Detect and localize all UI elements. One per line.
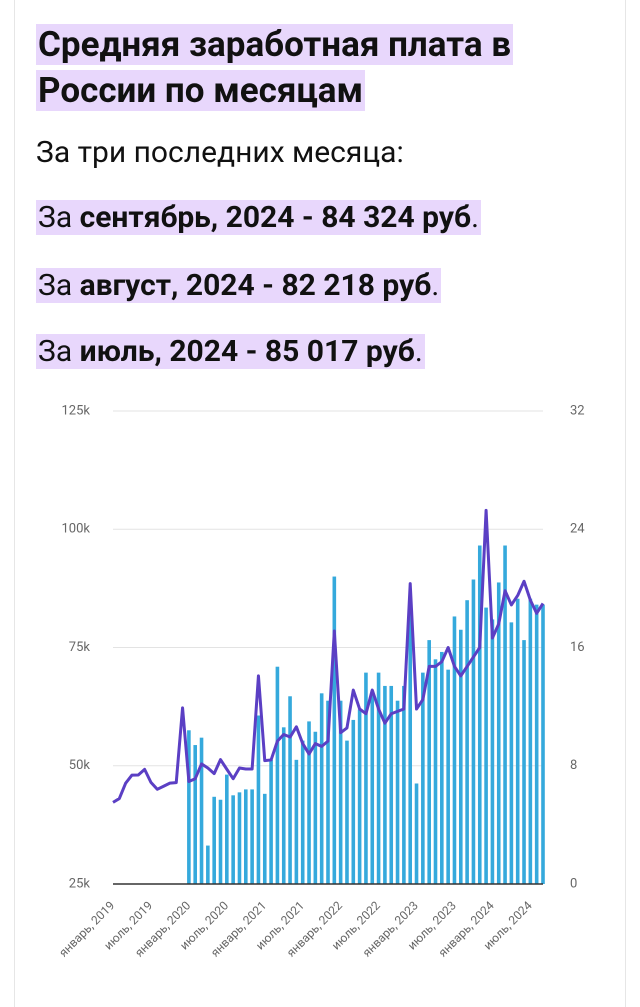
bar: [332, 576, 337, 884]
y2-tick-label: 0: [570, 876, 577, 891]
value: сентябрь, 2024 - 84 324 руб: [79, 200, 472, 235]
bar: [225, 774, 229, 884]
bar: [427, 640, 431, 884]
value: август, 2024 - 82 218 руб: [79, 268, 432, 303]
bar: [484, 607, 488, 884]
bar: [206, 845, 210, 884]
bar: [275, 666, 280, 884]
bar: [515, 598, 520, 884]
bar: [541, 604, 545, 884]
y-tick-label: 75k: [69, 640, 91, 655]
bar: [300, 740, 305, 884]
bar: [402, 685, 406, 884]
bar: [326, 700, 330, 884]
prefix: За: [38, 334, 73, 369]
bar: [414, 783, 419, 884]
month-line: За сентябрь, 2024 - 84 324 руб.: [36, 196, 482, 240]
bar: [364, 672, 368, 884]
title-text: Средняя заработная плата в России по мес…: [36, 24, 514, 111]
bar: [509, 622, 514, 884]
month-line: За август, 2024 - 82 218 руб.: [36, 264, 442, 308]
bar: [212, 796, 216, 884]
bar: [243, 789, 248, 884]
y-tick-label: 100k: [61, 522, 90, 537]
bar: [193, 745, 198, 884]
suffix: .: [471, 200, 480, 235]
bar: [496, 582, 501, 884]
prefix: За: [38, 268, 73, 303]
bar: [231, 795, 235, 884]
subtitle: За три последних месяца:: [36, 135, 404, 170]
bar: [319, 693, 324, 884]
y-tick-label: 25k: [69, 876, 91, 891]
bar: [522, 640, 526, 884]
bar: [262, 793, 267, 884]
bar: [256, 715, 261, 884]
bar: [408, 610, 413, 884]
bar: [237, 792, 242, 884]
frame: [14, 0, 626, 1007]
bar: [534, 604, 539, 884]
bar: [389, 685, 394, 884]
bar: [446, 669, 450, 884]
month-line: За июль, 2024 - 85 017 руб.: [36, 330, 425, 374]
value: июль, 2024 - 85 017 руб: [79, 334, 415, 369]
bar: [503, 545, 507, 884]
bar: [250, 789, 254, 884]
bar: [307, 721, 311, 884]
bar: [433, 659, 438, 884]
bar: [440, 651, 444, 884]
bar: [345, 740, 349, 884]
bar: [376, 672, 381, 884]
bar: [288, 696, 292, 884]
bar: [281, 727, 286, 884]
y2-tick-label: 8: [570, 758, 577, 773]
bar: [465, 600, 469, 884]
y-tick-label: 125k: [61, 403, 90, 418]
bar: [351, 719, 356, 884]
bar: [452, 616, 457, 884]
bar: [269, 759, 273, 884]
bar: [528, 598, 533, 884]
y2-tick-label: 16: [570, 640, 585, 655]
title: Средняя заработная плата в России по мес…: [36, 22, 616, 114]
bar: [421, 672, 425, 884]
bar: [395, 700, 400, 884]
prefix: За: [38, 200, 73, 235]
bar: [370, 690, 375, 884]
bar: [357, 709, 362, 884]
bar: [477, 545, 482, 884]
suffix: .: [431, 268, 440, 303]
y2-tick-label: 24: [570, 522, 585, 537]
bar: [313, 731, 318, 884]
bar: [218, 799, 223, 884]
bar: [490, 619, 495, 884]
bar: [383, 685, 387, 884]
line: [112, 508, 545, 804]
y-tick-label: 50k: [69, 758, 91, 773]
bar: [338, 700, 343, 884]
bar: [294, 759, 299, 884]
bar: [471, 579, 476, 884]
bar: [199, 737, 204, 884]
bar: [458, 629, 463, 884]
y2-tick-label: 32: [570, 403, 585, 418]
suffix: .: [414, 334, 423, 369]
bar: [187, 730, 191, 884]
